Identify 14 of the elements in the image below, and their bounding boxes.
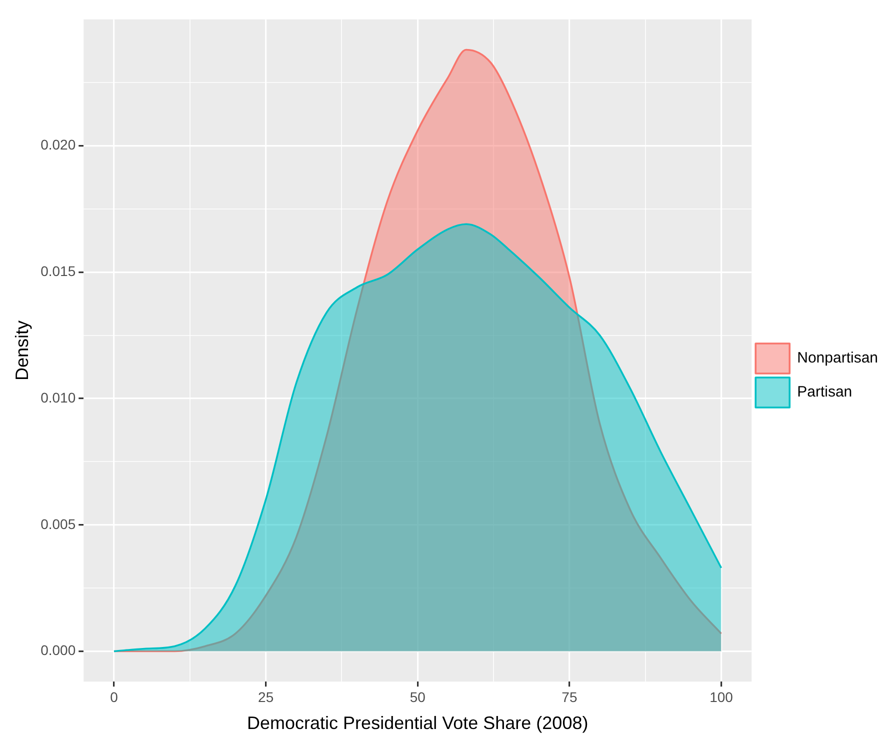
y-tick-label: 0.005 bbox=[40, 516, 76, 532]
legend-label: Partisan bbox=[797, 384, 852, 401]
x-tick-label: 0 bbox=[110, 688, 118, 705]
x-tick-label: 50 bbox=[410, 688, 426, 705]
y-tick-label: 0.000 bbox=[40, 642, 76, 658]
x-axis-title: Democratic Presidential Vote Share (2008) bbox=[247, 713, 588, 734]
y-tick-label: 0.015 bbox=[40, 263, 76, 280]
legend-label: Nonpartisan bbox=[797, 350, 878, 367]
x-tick-label: 75 bbox=[562, 688, 578, 705]
x-tick-label: 100 bbox=[710, 688, 734, 705]
x-tick-label: 25 bbox=[258, 688, 274, 705]
y-tick-label: 0.020 bbox=[40, 136, 76, 153]
y-axis-title: Density bbox=[12, 320, 32, 381]
y-tick-label: 0.010 bbox=[40, 389, 76, 406]
